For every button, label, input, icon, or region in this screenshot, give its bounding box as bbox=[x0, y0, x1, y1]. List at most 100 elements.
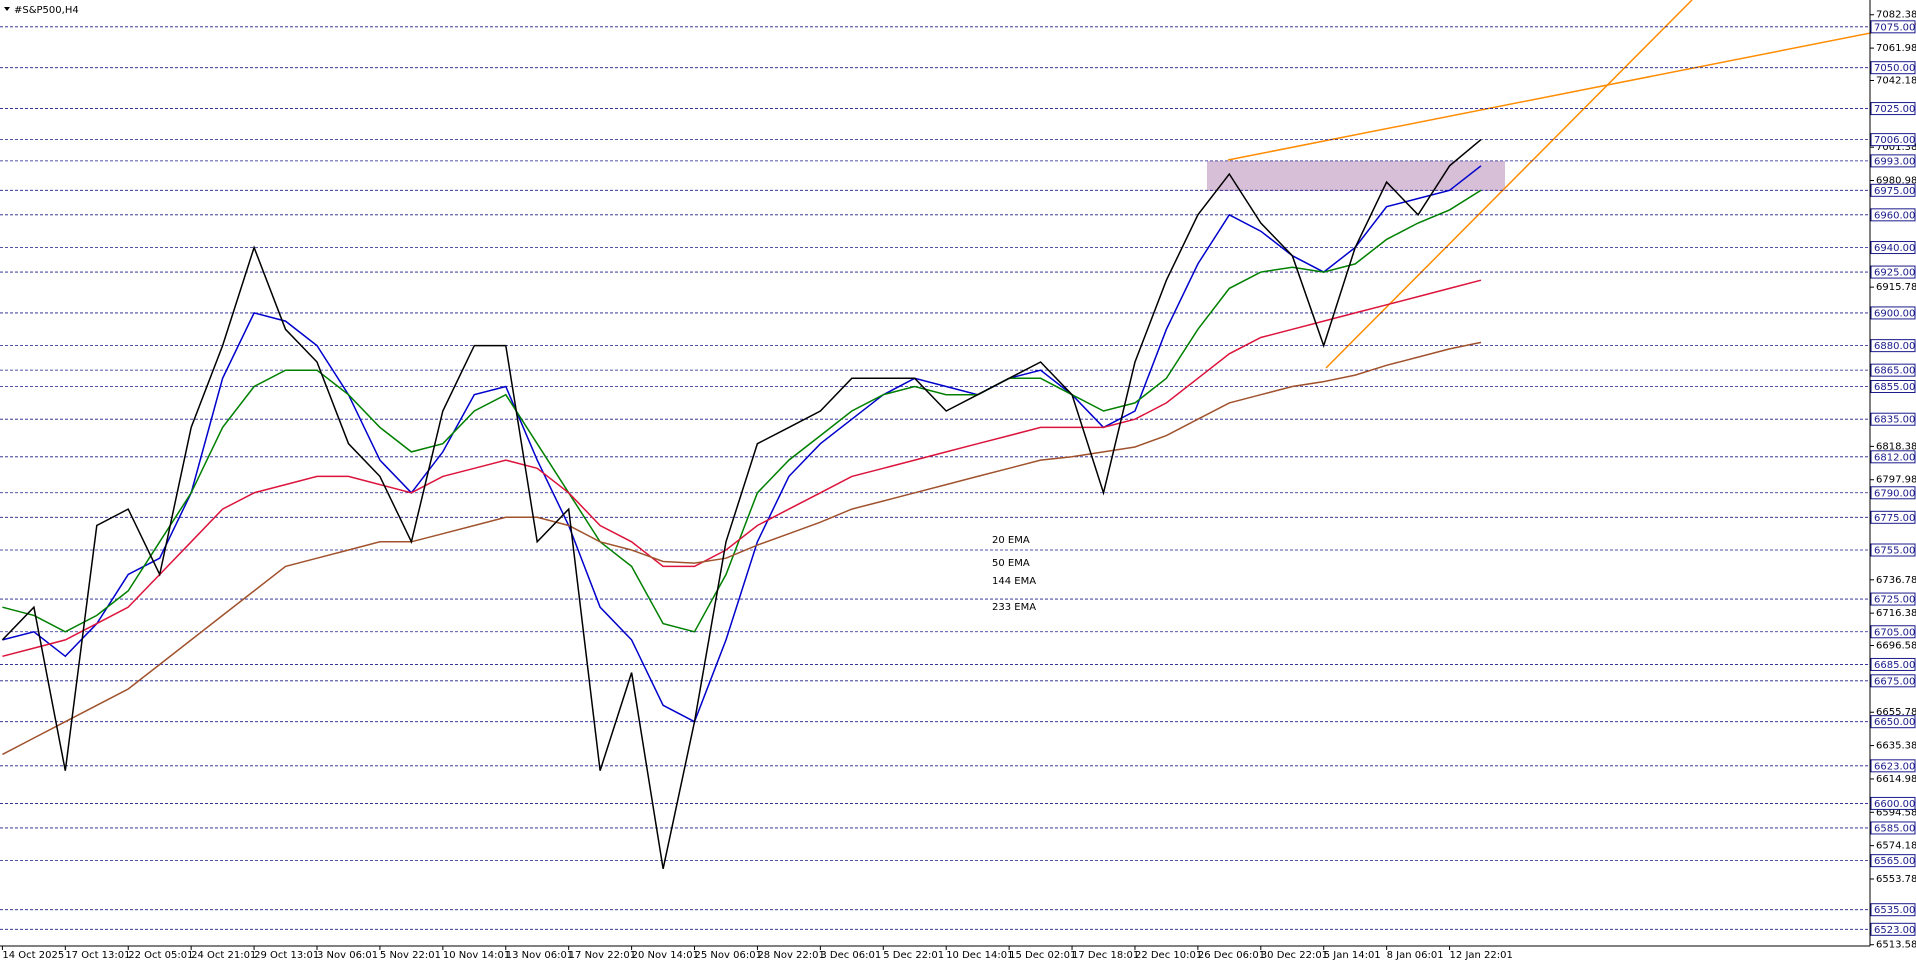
y-tick-label: 6696.58 bbox=[1876, 641, 1916, 652]
level-label: 6900.00 bbox=[1874, 308, 1915, 319]
level-box bbox=[1870, 339, 1916, 353]
price-line bbox=[1, 139, 1482, 869]
level-label: 6755.00 bbox=[1874, 546, 1915, 557]
level-box bbox=[1870, 102, 1916, 116]
level-box bbox=[1870, 265, 1916, 279]
level-box bbox=[1870, 657, 1916, 671]
x-tick-label: 22 Dec 10:01 bbox=[1135, 950, 1202, 961]
y-tick-label: 7042.18 bbox=[1876, 75, 1916, 86]
ema-line bbox=[2, 189, 1482, 633]
supply-zone bbox=[1207, 161, 1505, 191]
x-tick-label: 17 Dec 18:01 bbox=[1072, 950, 1139, 961]
level-label: 7006.00 bbox=[1874, 135, 1915, 146]
level-label: 7050.00 bbox=[1874, 63, 1915, 74]
level-box bbox=[1870, 154, 1916, 168]
level-box bbox=[1870, 450, 1916, 464]
level-box bbox=[1870, 412, 1916, 426]
x-tick-label: 25 Nov 06:01 bbox=[695, 950, 762, 961]
x-tick-label: 14 Oct 2025 bbox=[2, 950, 64, 961]
level-box bbox=[1870, 510, 1916, 524]
level-label: 6865.00 bbox=[1874, 366, 1915, 377]
level-label: 6565.00 bbox=[1874, 856, 1915, 867]
x-tick-label: 3 Dec 06:01 bbox=[820, 950, 881, 961]
level-box bbox=[1870, 380, 1916, 394]
y-tick-label: 6635.38 bbox=[1876, 741, 1916, 752]
x-tick-label: 10 Nov 14:01 bbox=[443, 950, 510, 961]
level-label: 6600.00 bbox=[1874, 799, 1915, 810]
ema-line bbox=[2, 165, 1482, 723]
level-label: 7025.00 bbox=[1874, 104, 1915, 115]
x-tick-label: 17 Nov 22:01 bbox=[569, 950, 636, 961]
level-label: 6960.00 bbox=[1874, 210, 1915, 221]
y-tick-label: 7082.38 bbox=[1876, 10, 1916, 21]
chart-title: #S&P500,H4 bbox=[14, 5, 79, 16]
x-tick-label: 28 Nov 22:01 bbox=[757, 950, 824, 961]
level-box bbox=[1870, 306, 1916, 320]
level-box bbox=[1870, 759, 1916, 773]
level-label: 6725.00 bbox=[1874, 595, 1915, 606]
y-tick-label: 6655.78 bbox=[1876, 707, 1916, 718]
level-box bbox=[1870, 208, 1916, 222]
x-tick-label: 26 Dec 06:01 bbox=[1198, 950, 1265, 961]
x-tick-label: 29 Oct 13:01 bbox=[254, 950, 319, 961]
level-box bbox=[1870, 363, 1916, 377]
level-label: 6940.00 bbox=[1874, 243, 1915, 254]
x-tick-label: 3 Nov 06:01 bbox=[317, 950, 378, 961]
y-tick-label: 6716.38 bbox=[1876, 608, 1916, 619]
level-label: 6535.00 bbox=[1874, 905, 1915, 916]
level-box bbox=[1870, 61, 1916, 75]
level-label: 6650.00 bbox=[1874, 717, 1915, 728]
level-box bbox=[1870, 715, 1916, 729]
x-tick-label: 24 Oct 21:01 bbox=[191, 950, 256, 961]
level-box bbox=[1870, 241, 1916, 255]
level-label: 7075.00 bbox=[1874, 22, 1915, 33]
level-box bbox=[1870, 625, 1916, 639]
ema-label: 233 EMA bbox=[992, 602, 1036, 613]
trendline-upper bbox=[1227, 23, 1916, 161]
y-tick-label: 7001.38 bbox=[1876, 142, 1916, 153]
level-label: 6975.00 bbox=[1874, 186, 1915, 197]
level-box bbox=[1870, 20, 1916, 34]
y-tick-label: 6915.78 bbox=[1876, 282, 1916, 293]
level-box bbox=[1870, 486, 1916, 500]
level-box bbox=[1870, 796, 1916, 810]
level-label: 6523.00 bbox=[1874, 925, 1915, 936]
level-label: 6812.00 bbox=[1874, 452, 1915, 463]
y-tick-label: 6980.98 bbox=[1876, 176, 1916, 187]
level-label: 6685.00 bbox=[1874, 660, 1915, 671]
y-tick-label: 6513.58 bbox=[1876, 940, 1916, 951]
level-label: 6705.00 bbox=[1874, 627, 1915, 638]
y-tick-label: 6594.58 bbox=[1876, 807, 1916, 818]
level-box bbox=[1870, 133, 1916, 147]
level-label: 6993.00 bbox=[1874, 156, 1915, 167]
level-box bbox=[1870, 592, 1916, 606]
x-tick-label: 30 Dec 22:01 bbox=[1261, 950, 1328, 961]
level-box bbox=[1870, 903, 1916, 917]
y-tick-label: 6797.98 bbox=[1876, 475, 1916, 486]
level-box bbox=[1870, 922, 1916, 936]
level-box bbox=[1870, 854, 1916, 868]
x-tick-label: 17 Oct 13:01 bbox=[65, 950, 130, 961]
y-tick-label: 6553.78 bbox=[1876, 874, 1916, 885]
trendline-lower bbox=[1325, 0, 1693, 369]
level-label: 6790.00 bbox=[1874, 488, 1915, 499]
y-tick-label: 6818.38 bbox=[1876, 441, 1916, 452]
x-tick-label: 5 Dec 22:01 bbox=[883, 950, 944, 961]
level-label: 6855.00 bbox=[1874, 382, 1915, 393]
x-tick-label: 22 Oct 05:01 bbox=[128, 950, 193, 961]
level-label: 6675.00 bbox=[1874, 676, 1915, 687]
level-box bbox=[1870, 674, 1916, 688]
ema-line bbox=[2, 341, 1482, 756]
y-tick-label: 7061.98 bbox=[1876, 43, 1916, 54]
level-label: 6835.00 bbox=[1874, 415, 1915, 426]
x-tick-label: 5 Nov 22:01 bbox=[380, 950, 441, 961]
level-box bbox=[1870, 821, 1916, 835]
ema-label: 50 EMA bbox=[992, 558, 1030, 569]
level-label: 6623.00 bbox=[1874, 761, 1915, 772]
y-tick-label: 6614.98 bbox=[1876, 774, 1916, 785]
ema-label: 144 EMA bbox=[992, 576, 1036, 587]
x-tick-label: 8 Jan 06:01 bbox=[1387, 950, 1444, 961]
x-tick-label: 15 Dec 02:01 bbox=[1009, 950, 1076, 961]
menu-arrow[interactable] bbox=[4, 7, 10, 11]
